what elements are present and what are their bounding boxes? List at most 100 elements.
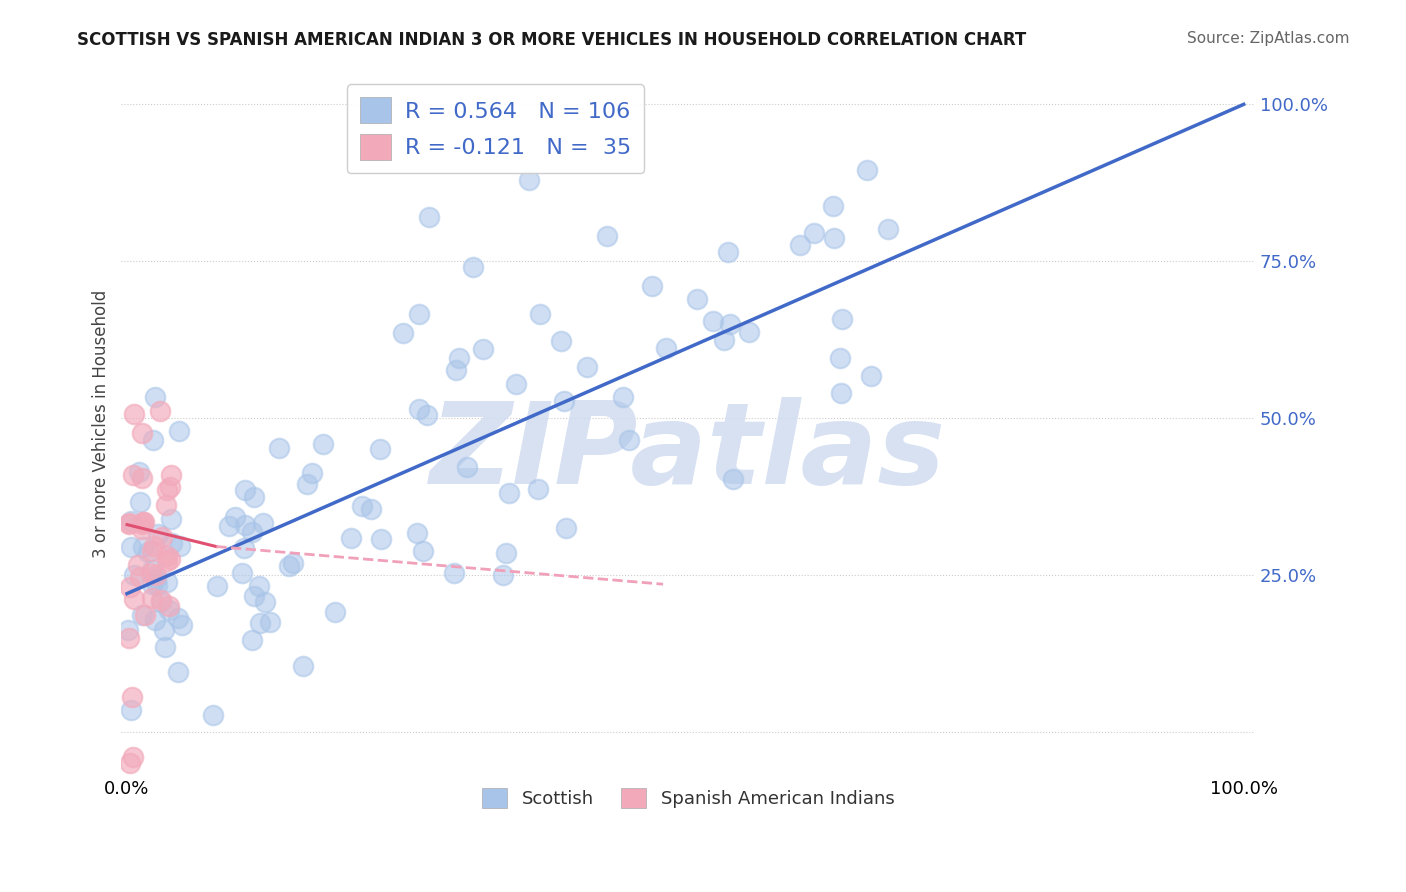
Point [233,517,256,532]
Point [149,595,172,609]
Point [156,549,179,564]
Point [498,486,520,500]
Point [370,532,392,546]
Point [717,244,740,259]
Point [141,543,163,558]
Point [131,425,153,440]
Point [408,401,430,416]
Point [612,390,634,404]
Point [205,579,228,593]
Point [444,362,467,376]
Point [121,749,143,764]
Point [392,326,415,340]
Point [156,554,179,568]
Point [149,404,172,418]
Point [122,407,145,421]
Point [492,568,515,582]
Point [463,260,485,275]
Point [495,546,517,560]
Point [527,482,550,496]
Point [153,640,176,655]
Point [550,334,572,349]
Point [146,527,169,541]
Point [254,595,277,609]
Point [505,377,527,392]
Point [243,491,266,505]
Point [128,495,150,509]
Point [150,530,173,544]
Point [830,385,852,400]
Point [129,570,152,584]
Point [278,558,301,573]
Point [131,522,153,536]
Point [118,631,141,645]
Point [166,665,188,679]
Point [145,572,167,586]
Point [789,237,811,252]
Point [145,568,167,582]
Point [132,515,155,529]
Point [167,424,190,438]
Point [655,341,678,355]
Point [122,467,145,482]
Text: SCOTTISH VS SPANISH AMERICAN INDIAN 3 OR MORE VEHICLES IN HOUSEHOLD CORRELATION : SCOTTISH VS SPANISH AMERICAN INDIAN 3 OR… [77,31,1026,49]
Point [134,607,156,622]
Point [117,516,139,531]
Point [124,591,146,606]
Point [155,498,177,512]
Point [142,539,165,553]
Point [127,558,149,573]
Point [443,566,465,580]
Point [830,351,852,365]
Point [368,442,391,457]
Point [856,163,879,178]
Point [267,442,290,456]
Point [408,307,430,321]
Point [447,351,470,365]
Point [233,541,256,556]
Point [323,605,346,619]
Point [218,518,240,533]
Point [823,231,845,245]
Legend: Scottish, Spanish American Indians: Scottish, Spanish American Indians [475,780,901,815]
Point [406,525,429,540]
Point [738,325,761,339]
Point [146,578,169,592]
Point [139,566,162,580]
Point [713,333,735,347]
Point [131,517,153,532]
Point [131,607,153,622]
Point [416,408,439,422]
Point [170,617,193,632]
Point [136,545,159,559]
Point [159,552,181,566]
Point [124,568,146,582]
Point [831,312,853,326]
Point [131,471,153,485]
Point [231,566,253,580]
Point [149,593,172,607]
Point [169,539,191,553]
Point [252,516,274,531]
Point [641,279,664,293]
Point [301,466,323,480]
Point [159,480,181,494]
Text: Source: ZipAtlas.com: Source: ZipAtlas.com [1187,31,1350,46]
Point [312,437,335,451]
Point [132,516,155,530]
Point [143,390,166,404]
Point [418,211,440,225]
Point [554,521,576,535]
Point [292,658,315,673]
Point [156,575,179,590]
Point [118,580,141,594]
Point [117,624,139,638]
Point [166,611,188,625]
Point [721,472,744,486]
Point [249,616,271,631]
Point [339,531,361,545]
Point [157,603,180,617]
Point [120,703,142,717]
Point [240,633,263,648]
Point [121,690,143,704]
